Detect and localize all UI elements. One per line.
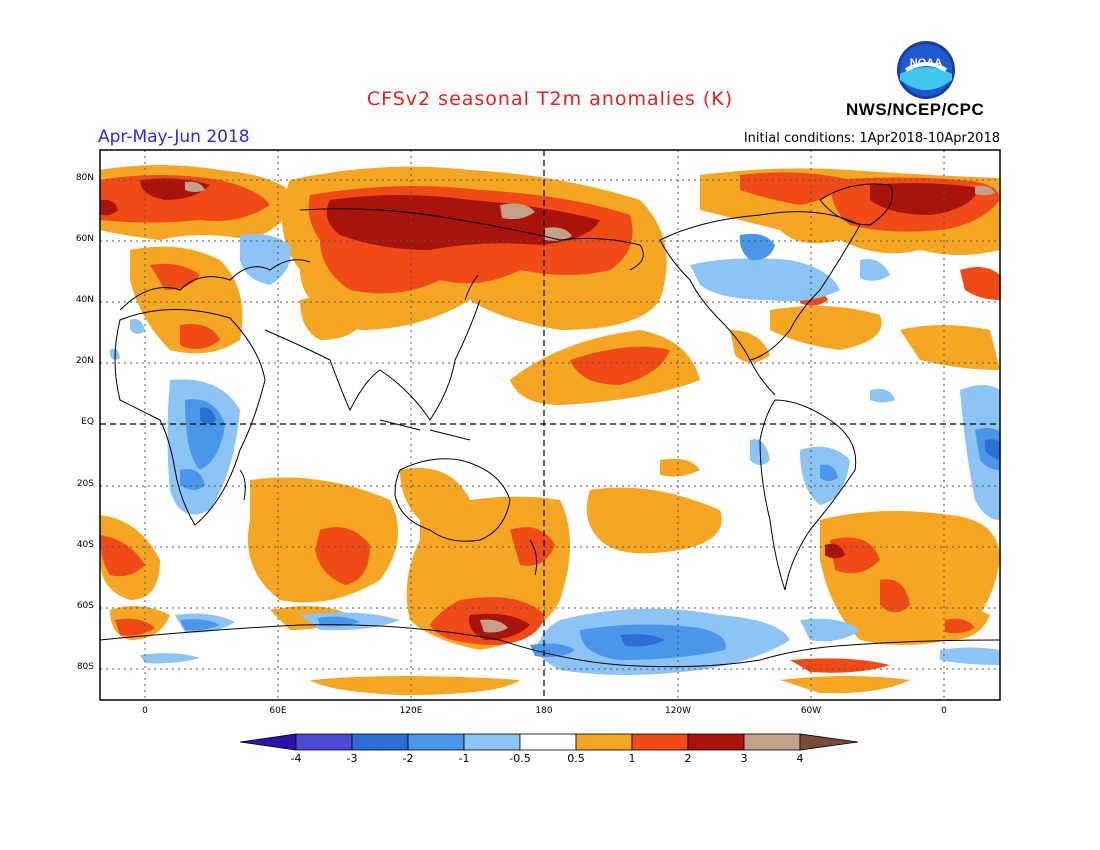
equator-dateline	[100, 150, 1000, 700]
longitude-label: 60W	[800, 706, 822, 716]
coastlines	[100, 183, 1000, 668]
colorbar-bin	[351, 733, 409, 751]
colorbar-label: 1	[629, 752, 636, 765]
longitude-label: 60E	[269, 706, 287, 716]
colorbar-label: 2	[685, 752, 692, 765]
longitude-label: 120W	[664, 706, 692, 716]
colorbar-arrow-low	[239, 733, 297, 751]
colorbar-bin	[295, 733, 353, 751]
colorbar-bin	[519, 733, 577, 751]
colorbar-bin	[407, 733, 465, 751]
noaa-logo: NOAA	[897, 41, 955, 99]
latitude-label: 80S	[76, 662, 94, 672]
colorbar-bin	[575, 733, 633, 751]
graticule	[100, 150, 1000, 700]
colorbar-label: -2	[403, 752, 414, 765]
map-title: CFSv2 seasonal T2m anomalies (K)	[366, 88, 734, 110]
svg-text:NOAA: NOAA	[910, 57, 942, 69]
cool-anomaly-layer-3	[200, 407, 1000, 647]
colorbar-label: -3	[347, 752, 358, 765]
longitude-label: 120E	[399, 706, 423, 716]
colorbar-label: -0.5	[509, 752, 530, 765]
warm-anomaly-layer-4	[185, 181, 995, 633]
season-label: Apr-May-Jun 2018	[98, 127, 250, 147]
colorbar-label: 3	[741, 752, 748, 765]
colorbar-arrow-high	[799, 733, 859, 751]
latitude-label: 80N	[75, 173, 94, 183]
latitude-label: 60S	[76, 601, 94, 611]
colorbar-label: 0.5	[567, 752, 585, 765]
agency-label: NWS/NCEP/CPC	[846, 100, 985, 119]
latitude-label: 40S	[76, 540, 94, 550]
longitude-label: 0	[941, 706, 947, 716]
latitude-label: EQ	[81, 417, 94, 427]
latitude-label: 40N	[75, 295, 94, 305]
longitude-label: 0	[142, 706, 148, 716]
map-frame	[99, 149, 1001, 701]
latitude-label: 20S	[76, 479, 94, 489]
latitude-label: 20N	[75, 356, 94, 366]
colorbar-bin	[743, 733, 801, 751]
colorbar-bin	[687, 733, 745, 751]
colorbar-label: -1	[459, 752, 470, 765]
colorbar-bin	[631, 733, 689, 751]
latitude-label: 60N	[75, 234, 94, 244]
colorbar-label: -4	[291, 752, 302, 765]
longitude-label: 180	[535, 706, 553, 716]
initial-conditions-label: Initial conditions: 1Apr2018-10Apr2018	[743, 131, 1000, 146]
colorbar-label: 4	[797, 752, 804, 765]
colorbar-bin	[463, 733, 521, 751]
